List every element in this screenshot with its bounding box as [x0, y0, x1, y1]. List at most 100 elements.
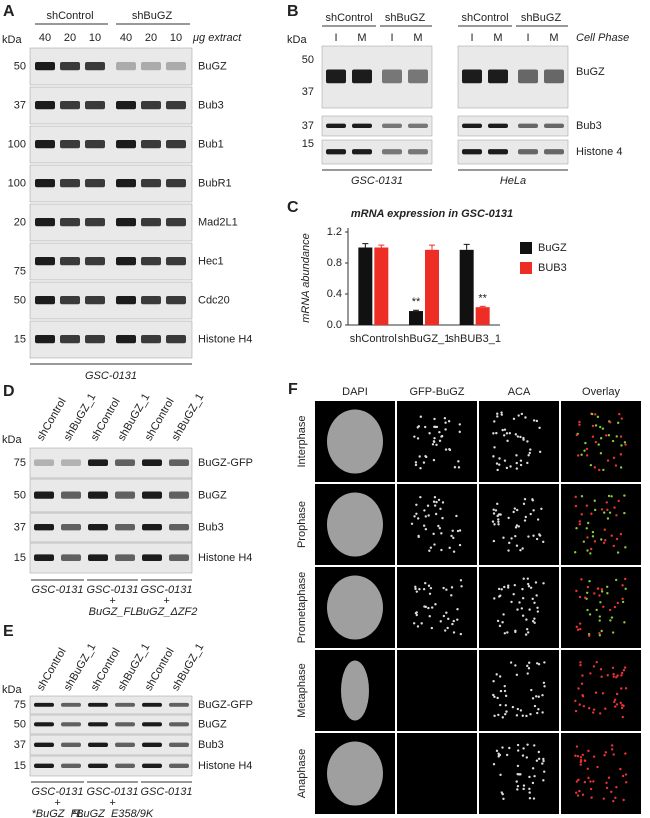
speck	[600, 629, 603, 633]
nucleus	[327, 741, 383, 806]
speck	[423, 605, 426, 608]
speck	[516, 608, 519, 611]
speck	[605, 501, 608, 504]
speck	[434, 425, 437, 429]
speck	[598, 631, 601, 635]
significance: **	[478, 292, 487, 304]
speck	[440, 548, 443, 552]
speck	[596, 587, 600, 590]
speck	[453, 466, 457, 469]
speck	[616, 551, 620, 554]
lane-label: 20	[145, 32, 157, 44]
speck	[535, 662, 539, 665]
speck	[443, 417, 447, 420]
band	[116, 101, 136, 110]
speck	[598, 619, 601, 622]
speck	[612, 799, 615, 803]
speck	[501, 716, 504, 719]
speck	[619, 767, 622, 771]
speck	[427, 606, 430, 610]
speck	[427, 584, 431, 587]
speck	[430, 626, 434, 630]
speck	[580, 578, 583, 581]
speck	[535, 695, 538, 698]
band	[116, 335, 136, 344]
speck	[448, 448, 451, 451]
band	[352, 69, 372, 84]
speck	[542, 759, 545, 763]
speck	[538, 450, 542, 454]
band	[166, 257, 186, 266]
speck	[527, 667, 531, 670]
speck	[600, 508, 604, 511]
band	[141, 140, 161, 149]
speck	[536, 711, 539, 715]
speck	[580, 513, 583, 516]
speck	[515, 780, 518, 783]
band	[169, 459, 189, 466]
speck	[536, 610, 540, 613]
speck	[413, 515, 416, 518]
band	[35, 218, 55, 227]
speck	[619, 435, 623, 438]
speck	[533, 617, 536, 620]
lane-label: 10	[89, 32, 101, 44]
speck	[603, 754, 606, 757]
band	[115, 459, 135, 466]
speck	[414, 463, 418, 467]
speck	[500, 588, 503, 591]
micrograph	[397, 650, 477, 731]
band	[488, 69, 508, 84]
band	[142, 742, 162, 747]
speck	[606, 459, 610, 462]
speck	[608, 608, 612, 612]
column-label: GFP-BuGZ	[409, 386, 464, 398]
speck	[502, 434, 506, 437]
speck	[585, 591, 589, 594]
lane-label: I	[334, 32, 337, 44]
speck	[451, 529, 454, 532]
speck	[517, 773, 521, 776]
speck	[620, 444, 623, 447]
speck	[513, 583, 516, 587]
group-label: *BuGZ_E358/9K	[72, 808, 154, 818]
speck	[621, 597, 624, 600]
speck	[589, 672, 592, 675]
band	[85, 296, 105, 305]
speck	[537, 708, 540, 711]
blot	[29, 478, 193, 513]
chart-title: mRNA expression in GSC-0131	[351, 208, 513, 220]
speck	[514, 664, 517, 667]
speck	[534, 581, 538, 584]
marker-label: 50	[14, 60, 26, 72]
column-label: DAPI	[342, 386, 368, 398]
speck	[459, 579, 463, 582]
speck	[624, 687, 628, 690]
speck	[457, 460, 460, 463]
speck	[414, 611, 418, 615]
speck	[578, 622, 582, 625]
speck	[573, 551, 577, 554]
speck	[590, 796, 593, 799]
speck	[614, 698, 617, 702]
speck	[526, 743, 529, 746]
speck	[598, 594, 601, 597]
speck	[442, 586, 445, 590]
blot	[29, 542, 193, 574]
speck	[528, 608, 531, 611]
speck	[497, 513, 501, 516]
speck	[437, 524, 440, 528]
speck	[604, 751, 608, 754]
marker-label: 15	[14, 552, 26, 564]
lane-label: shBuGZ_1	[170, 641, 207, 693]
speck	[522, 787, 525, 791]
band	[544, 69, 564, 84]
speck	[619, 466, 623, 469]
speck	[527, 535, 530, 538]
speck	[602, 541, 606, 544]
band	[85, 218, 105, 227]
speck	[598, 468, 601, 472]
speck	[413, 435, 416, 438]
speck	[533, 704, 537, 708]
lane-label: I	[526, 32, 529, 44]
